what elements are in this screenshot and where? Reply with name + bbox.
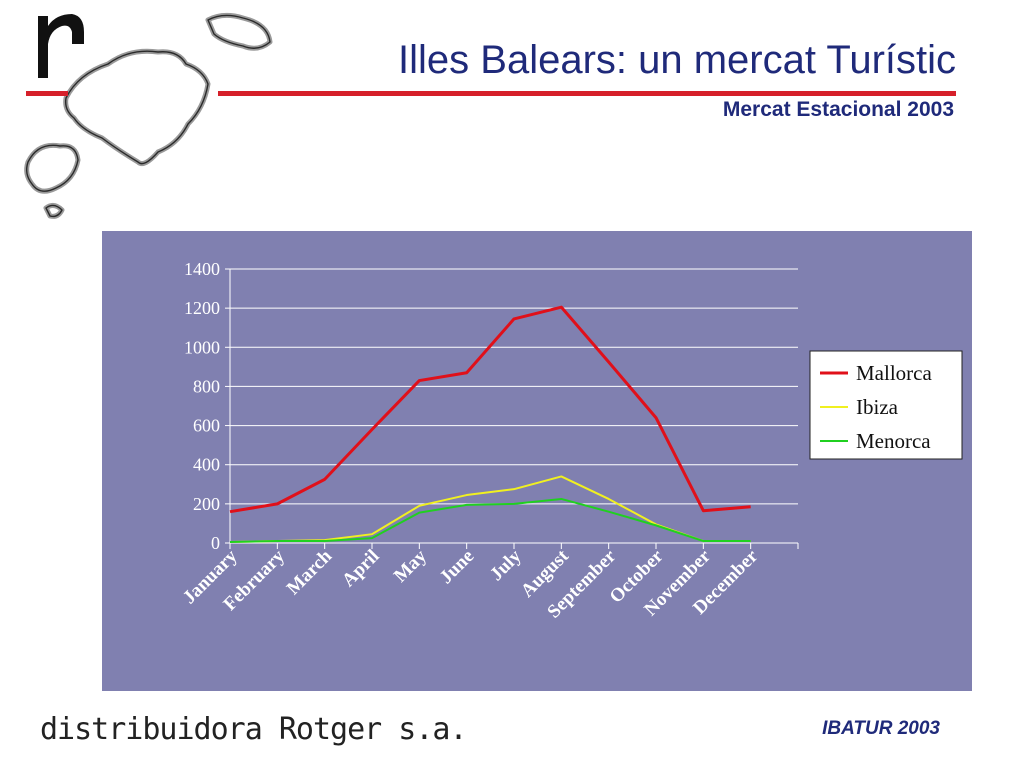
x-tick-label: June xyxy=(436,546,478,588)
y-tick-label: 600 xyxy=(193,416,220,436)
y-tick-label: 1200 xyxy=(184,298,220,318)
line-chart: 0200400600800100012001400JanuaryFebruary… xyxy=(179,259,963,622)
chart-panel: 0 200 400 600 800 1000 1200 1400 January February… xyxy=(102,231,972,691)
x-tick-label: March xyxy=(283,545,337,599)
legend-label-ibiza: Ibiza xyxy=(856,395,899,419)
source-label: IBATUR 2003 xyxy=(822,718,940,739)
y-tick-label: 200 xyxy=(193,494,220,514)
header-rule-left xyxy=(26,91,68,96)
page-title: Illes Balears: un mercat Turístic xyxy=(398,38,956,82)
company-name: distribuidora Rotger s.a. xyxy=(40,712,468,747)
y-tick-label: 800 xyxy=(193,376,220,396)
x-tick-label: April xyxy=(338,546,383,591)
y-tick-label: 1400 xyxy=(184,259,220,279)
balearic-islands-map xyxy=(24,12,273,219)
series-line-mallorca xyxy=(229,305,751,514)
series-line-menorca xyxy=(229,497,751,544)
y-tick-label: 0 xyxy=(211,533,220,553)
y-tick-label: 400 xyxy=(193,455,220,475)
company-logo xyxy=(38,14,84,78)
legend-label-mallorca: Mallorca xyxy=(856,361,932,385)
legend-label-menorca: Menorca xyxy=(856,429,931,453)
header-rule-right xyxy=(218,91,956,96)
y-tick-label: 1000 xyxy=(184,337,220,357)
x-tick-label: May xyxy=(390,545,431,586)
page-subtitle: Mercat Estacional 2003 xyxy=(722,98,954,121)
x-tick-label: July xyxy=(486,545,526,585)
